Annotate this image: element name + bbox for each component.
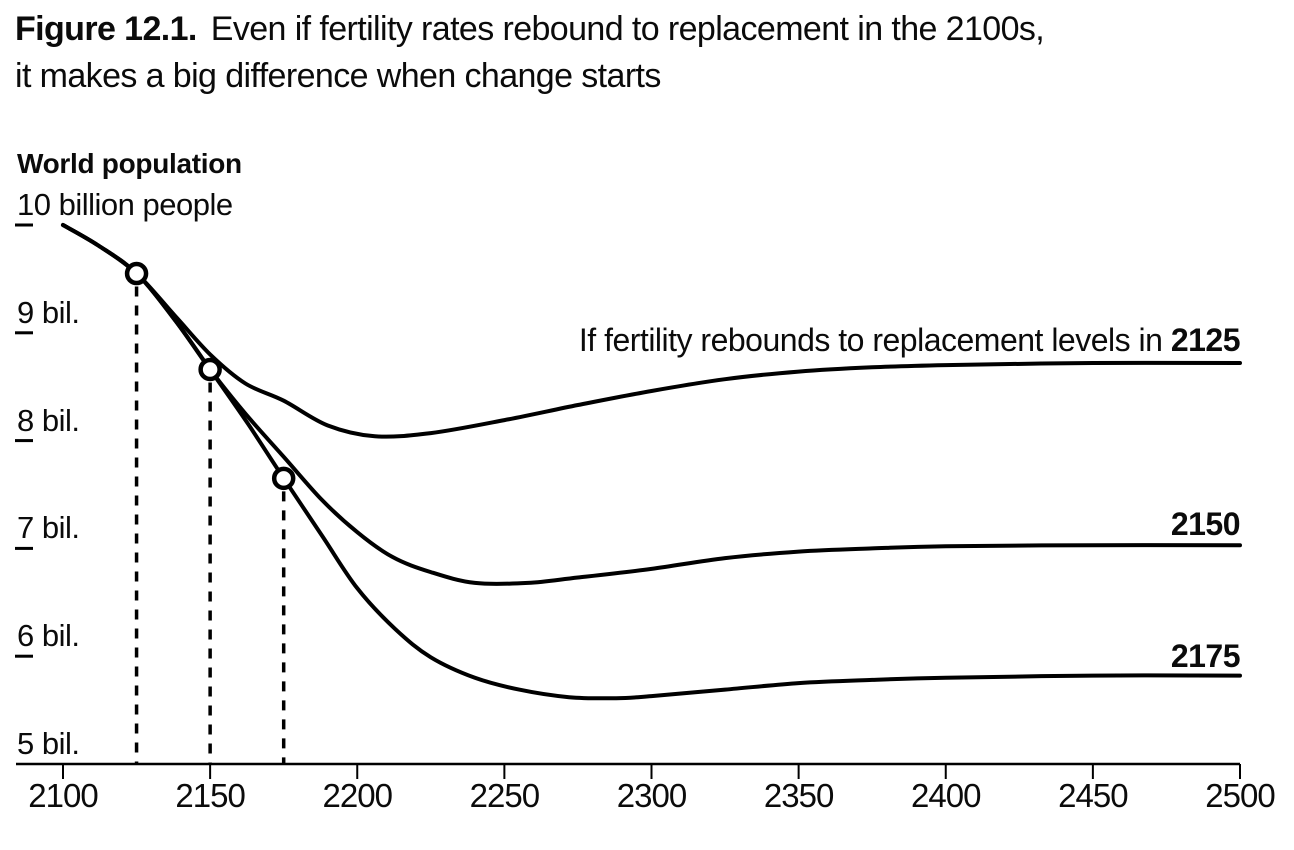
series-label-2125-year: 2125 [1170, 322, 1241, 358]
y-axis-label-8: 8 bil. [17, 402, 80, 438]
x-axis-label-2450: 2450 [1058, 777, 1128, 814]
series-label-2125-text: If fertility rebounds to replacement lev… [578, 322, 1171, 358]
y-axis-label-9: 9 bil. [17, 294, 80, 330]
y-axis-title: World population [17, 148, 242, 179]
figure-title-line1: Figure 12.1. Even if fertility rates rebo… [15, 6, 1045, 53]
series-label-2125: If fertility rebounds to replacement lev… [578, 322, 1241, 358]
x-axis-label-2350: 2350 [763, 777, 834, 814]
x-axis-label-2100: 2100 [28, 777, 98, 814]
x-axis-label-2500: 2500 [1205, 777, 1275, 814]
y-axis-tick-10 [15, 223, 33, 227]
y-axis-tick-9 [15, 331, 33, 335]
y-axis-label-10: 10 billion people [17, 187, 233, 222]
y-axis-tick-7 [15, 546, 33, 550]
figure-title-text1: Even if fertility rates rebound to repla… [210, 10, 1045, 48]
series-label-2175: 2175 [1170, 638, 1241, 674]
x-axis-label-2200: 2200 [322, 777, 393, 814]
x-axis-label-2250: 2250 [469, 777, 540, 814]
branch-marker-2175 [271, 466, 296, 491]
figure-title-text2: it makes a big difference when change st… [15, 57, 661, 95]
y-axis-tick-8 [15, 439, 33, 443]
x-axis-label-2400: 2400 [911, 777, 981, 814]
series-label-2150: 2150 [1170, 506, 1241, 542]
y-axis-label-7: 7 bil. [17, 510, 80, 546]
series-line-2175 [61, 223, 1242, 701]
x-axis-label-2300: 2300 [616, 777, 687, 814]
figure-title-line2: it makes a big difference when change st… [15, 53, 1044, 100]
x-axis-label-2150: 2150 [175, 777, 245, 814]
y-axis-label-5: 5 bil. [17, 726, 80, 761]
figure-number: Figure 12.1. [15, 10, 197, 48]
series-line-2125 [61, 223, 1242, 439]
branch-marker-2150 [198, 357, 222, 382]
series-line-2150 [61, 223, 1242, 586]
y-axis-label-6: 6 bil. [17, 618, 80, 654]
figure-title: Figure 12.1. Even if fertility rates rebo… [15, 6, 1045, 100]
branch-marker-2125 [124, 261, 149, 286]
y-axis-tick-6 [15, 654, 33, 658]
